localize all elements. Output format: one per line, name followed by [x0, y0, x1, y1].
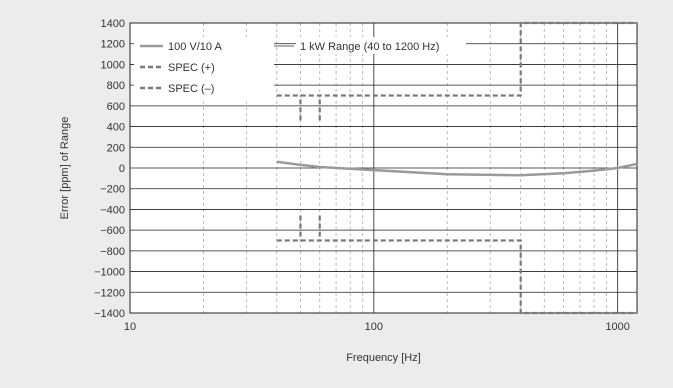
y-tick-label: −200 [100, 184, 125, 196]
legend-label: SPEC (+) [168, 62, 215, 74]
x-axis-label: Frequency [Hz] [346, 352, 421, 364]
series-line-2 [276, 239, 637, 315]
x-tick-label: 10 [124, 321, 136, 333]
y-tick-label: 800 [107, 80, 125, 92]
y-tick-label: 1400 [101, 18, 125, 30]
y-tick-label: −400 [100, 204, 125, 216]
y-tick-label: 0 [119, 163, 125, 175]
y-tick-label: −800 [100, 246, 125, 258]
y-tick-label: 600 [107, 101, 125, 113]
legend-label: SPEC (–) [168, 83, 214, 95]
x-tick-label: 100 [365, 321, 383, 333]
annotation-label: 1 kW Range (40 to 1200 Hz) [300, 41, 439, 53]
plot-frame [129, 22, 638, 314]
y-tick-label: 400 [107, 122, 125, 134]
y-tick-label: −600 [100, 225, 125, 237]
y-tick-label: −1200 [94, 287, 125, 299]
y-tick-label: 1200 [101, 39, 125, 51]
y-axis-label: Error [ppm] of Range [59, 117, 71, 220]
series-line-1 [276, 21, 637, 97]
y-tick-label: −1000 [94, 267, 125, 279]
y-tick-label: 200 [107, 142, 125, 154]
annotation-bg [296, 37, 466, 54]
x-tick-label: 1000 [605, 321, 629, 333]
legend-label: 100 V/10 A [168, 41, 222, 53]
y-tick-label: −1400 [94, 308, 125, 320]
series-line-0 [276, 160, 638, 177]
legend-box [134, 37, 274, 102]
y-tick-label: 1000 [101, 59, 125, 71]
